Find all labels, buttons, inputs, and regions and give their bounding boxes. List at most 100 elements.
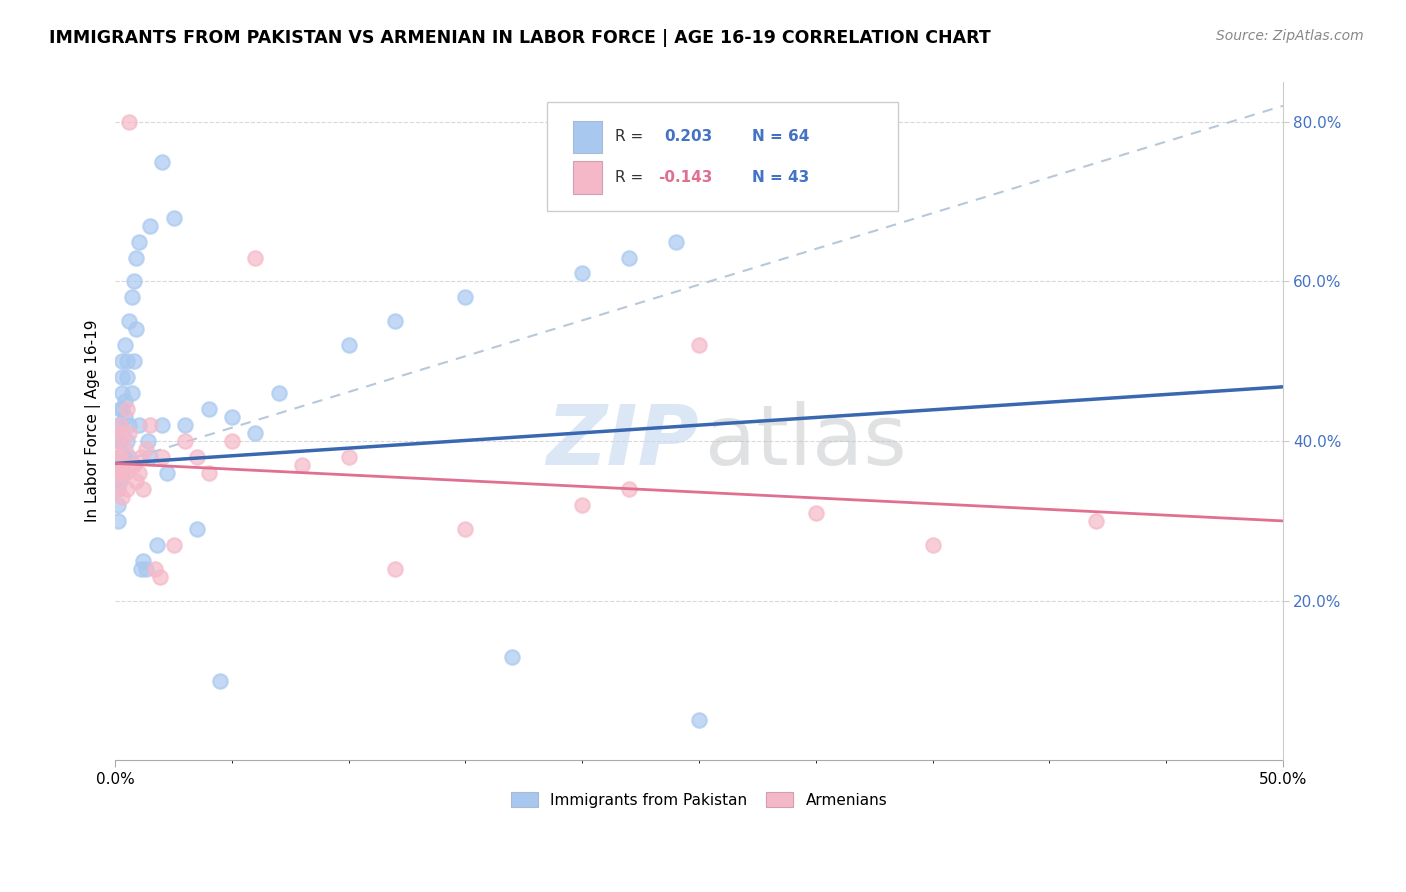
Point — [115, 434, 138, 449]
Point — [221, 410, 243, 425]
Point — [665, 235, 688, 249]
Text: N = 64: N = 64 — [752, 129, 808, 145]
Point — [1085, 514, 1108, 528]
Point — [115, 370, 138, 384]
Point — [146, 538, 169, 552]
Point — [135, 562, 157, 576]
Point — [267, 386, 290, 401]
Point — [108, 418, 131, 433]
Point — [155, 466, 177, 480]
Point — [197, 466, 219, 480]
Point — [150, 154, 173, 169]
Point — [125, 474, 148, 488]
Point — [107, 434, 129, 449]
Point — [122, 354, 145, 368]
Point — [337, 450, 360, 464]
Point — [114, 338, 136, 352]
Point — [108, 466, 131, 480]
Point — [118, 115, 141, 129]
Point — [337, 338, 360, 352]
Point — [122, 275, 145, 289]
Point — [108, 418, 131, 433]
Point — [121, 386, 143, 401]
Point — [108, 466, 131, 480]
Legend: Immigrants from Pakistan, Armenians: Immigrants from Pakistan, Armenians — [505, 786, 893, 814]
Point — [197, 402, 219, 417]
Point — [501, 649, 523, 664]
Point — [454, 522, 477, 536]
Text: -0.143: -0.143 — [658, 170, 713, 185]
Point — [107, 466, 129, 480]
Point — [128, 466, 150, 480]
Text: R =: R = — [614, 170, 643, 185]
Point — [111, 370, 134, 384]
Text: N = 43: N = 43 — [752, 170, 808, 185]
Point — [118, 450, 141, 464]
Point — [111, 386, 134, 401]
Y-axis label: In Labor Force | Age 16-19: In Labor Force | Age 16-19 — [86, 320, 101, 523]
Point — [245, 251, 267, 265]
Point — [221, 434, 243, 449]
Point — [186, 450, 208, 464]
Text: atlas: atlas — [704, 401, 907, 482]
Point — [245, 426, 267, 441]
Point — [128, 235, 150, 249]
Text: Source: ZipAtlas.com: Source: ZipAtlas.com — [1216, 29, 1364, 43]
Point — [125, 322, 148, 336]
Point — [118, 314, 141, 328]
Bar — [572, 120, 602, 153]
Point — [186, 522, 208, 536]
Point — [384, 314, 406, 328]
Point — [617, 482, 640, 496]
Text: ZIP: ZIP — [547, 401, 699, 482]
FancyBboxPatch shape — [547, 103, 897, 211]
Point — [114, 442, 136, 456]
Point — [111, 402, 134, 417]
Point — [125, 251, 148, 265]
Point — [115, 354, 138, 368]
Point — [114, 450, 136, 464]
Point — [384, 562, 406, 576]
Point — [111, 466, 134, 480]
Point — [129, 450, 152, 464]
Point — [111, 354, 134, 368]
Point — [115, 402, 138, 417]
Point — [107, 418, 129, 433]
Point — [209, 673, 232, 688]
Point — [114, 410, 136, 425]
Point — [617, 251, 640, 265]
Point — [162, 538, 184, 552]
Point — [139, 450, 162, 464]
Point — [107, 498, 129, 512]
Point — [136, 434, 159, 449]
Point — [148, 570, 170, 584]
Point — [688, 714, 710, 728]
Point — [174, 434, 197, 449]
Point — [121, 290, 143, 304]
Point — [132, 554, 155, 568]
Text: R =: R = — [614, 129, 643, 145]
Point — [107, 450, 129, 464]
Point — [291, 458, 314, 472]
Point — [111, 450, 134, 464]
Text: IMMIGRANTS FROM PAKISTAN VS ARMENIAN IN LABOR FORCE | AGE 16-19 CORRELATION CHAR: IMMIGRANTS FROM PAKISTAN VS ARMENIAN IN … — [49, 29, 991, 46]
Point — [107, 514, 129, 528]
Point — [150, 450, 173, 464]
Point — [121, 458, 143, 472]
Point — [128, 418, 150, 433]
Point — [107, 482, 129, 496]
Point — [108, 474, 131, 488]
Point — [132, 482, 155, 496]
Point — [111, 490, 134, 504]
Point — [115, 482, 138, 496]
Point — [139, 418, 162, 433]
Point — [139, 219, 162, 233]
Point — [108, 450, 131, 464]
Point — [571, 498, 593, 512]
Point — [114, 394, 136, 409]
Point — [114, 466, 136, 480]
Point — [107, 482, 129, 496]
Point — [921, 538, 943, 552]
Point — [111, 426, 134, 441]
Point — [143, 562, 166, 576]
